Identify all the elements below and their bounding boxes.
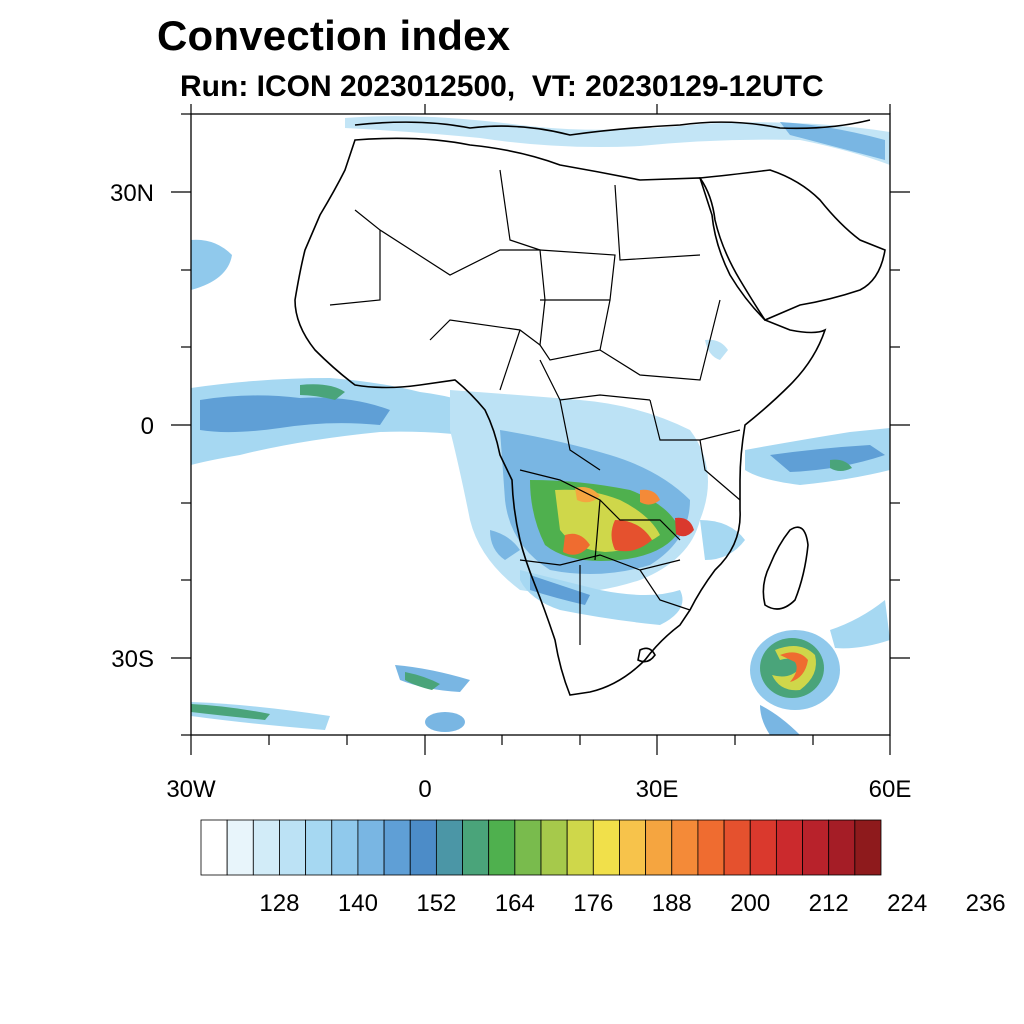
convection-field [191, 116, 890, 735]
lat-label: 0 [141, 413, 154, 440]
colorbar-labels: 128 140 152 164 176 188 200 212 224 236 [259, 890, 1005, 917]
chart-subtitle: Run: ICON 2023012500, VT: 20230129-12UTC [180, 70, 824, 103]
colorbar-swatch [749, 819, 777, 876]
country-borders [329, 169, 741, 645]
colorbar-swatch [775, 819, 803, 876]
colorbar-swatch [279, 819, 307, 876]
chart-title: Convection index [157, 12, 511, 59]
colorbar-swatch [645, 819, 673, 876]
axis-ticks [171, 104, 910, 755]
colorbar-level-label: 140 [338, 890, 378, 917]
colorbar-level-label: 200 [730, 890, 770, 917]
colorbar-swatch [462, 819, 490, 876]
colorbar-level-label: 176 [573, 890, 613, 917]
colorbar [200, 819, 882, 876]
lon-label: 30W [166, 776, 216, 803]
colorbar-swatch [357, 819, 385, 876]
colorbar-level-label: 164 [495, 890, 535, 917]
colorbar-level-label: 224 [887, 890, 927, 917]
colorbar-swatch [305, 819, 333, 876]
colorbar-swatch [671, 819, 699, 876]
colorbar-level-label: 212 [809, 890, 849, 917]
colorbar-swatch [383, 819, 411, 876]
colorbar-swatch [488, 819, 516, 876]
colorbar-swatch [723, 819, 751, 876]
colorbar-swatch [514, 819, 542, 876]
lon-label: 0 [418, 776, 431, 803]
colorbar-swatch [331, 819, 359, 876]
lon-label: 30E [636, 776, 679, 803]
coastlines [294, 119, 886, 696]
colorbar-swatch [566, 819, 594, 876]
lat-label: 30N [110, 180, 154, 207]
colorbar-swatch [828, 819, 856, 876]
colorbar-swatch [619, 819, 647, 876]
colorbar-swatch [409, 819, 437, 876]
colorbar-swatch [802, 819, 830, 876]
lat-label: 30S [111, 646, 154, 673]
colorbar-level-label: 152 [416, 890, 456, 917]
colorbar-swatch [540, 819, 568, 876]
colorbar-swatch [854, 819, 882, 876]
colorbar-swatch [592, 819, 620, 876]
colorbar-swatch [697, 819, 725, 876]
lon-label: 60E [869, 776, 912, 803]
colorbar-level-label: 188 [652, 890, 692, 917]
colorbar-swatch [200, 819, 228, 876]
colorbar-swatch [435, 819, 463, 876]
latitude-labels: 30N 0 30S [110, 180, 154, 673]
colorbar-level-label: 236 [966, 890, 1006, 917]
colorbar-swatch [252, 819, 280, 876]
colorbar-swatch [226, 819, 254, 876]
colorbar-level-label: 128 [259, 890, 299, 917]
longitude-labels: 30W 0 30E 60E [166, 776, 911, 803]
